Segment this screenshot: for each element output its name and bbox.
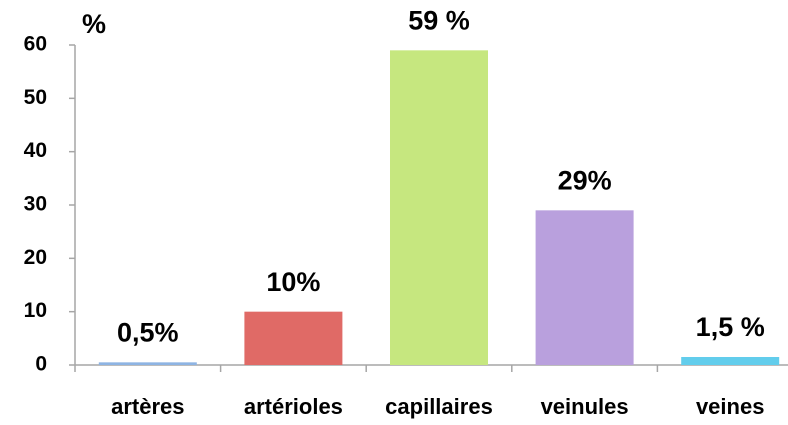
x-tick-label: veines: [696, 394, 765, 419]
x-tick-label: capillaires: [385, 394, 493, 419]
value-label: 59 %: [408, 5, 470, 35]
x-tick-label: artères: [111, 394, 184, 419]
x-tick-label: artérioles: [244, 394, 343, 419]
value-label: 0,5%: [117, 317, 179, 347]
y-axis-label: %: [82, 9, 106, 39]
bar: [681, 357, 780, 365]
y-tick-label: 20: [24, 246, 47, 269]
value-label: 10%: [266, 267, 320, 297]
y-tick-label: 50: [24, 86, 47, 109]
value-label: 29%: [558, 165, 612, 195]
bar: [390, 50, 488, 365]
y-tick-label: 0: [35, 353, 47, 376]
bar: [535, 210, 634, 365]
y-tick-label: 40: [24, 139, 47, 162]
y-tick-label: 60: [24, 33, 47, 56]
y-tick-label: 30: [24, 193, 47, 216]
value-label: 1,5 %: [696, 312, 765, 342]
x-tick-label: veinules: [541, 394, 629, 419]
y-tick-label: 10: [24, 299, 47, 322]
bar: [244, 311, 343, 365]
bar: [98, 362, 197, 365]
